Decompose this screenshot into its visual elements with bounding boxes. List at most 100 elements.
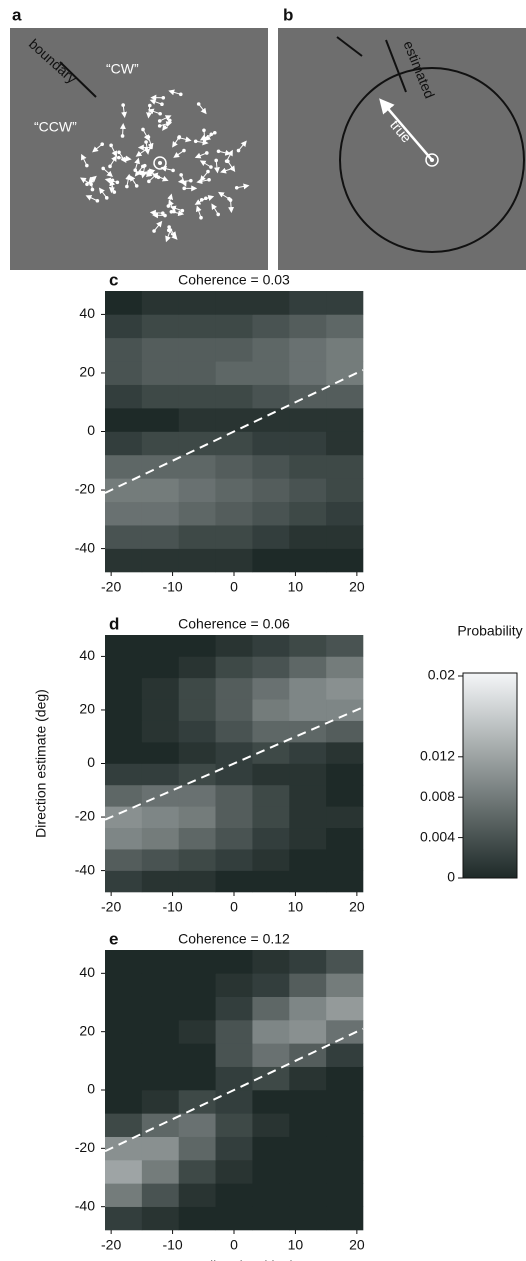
heatmap-cell bbox=[215, 291, 253, 315]
y-tick-label: 0 bbox=[87, 754, 95, 770]
fixation-dot bbox=[430, 158, 434, 162]
heatmap-cell bbox=[105, 548, 143, 573]
heatmap-cell bbox=[141, 408, 180, 432]
heatmap-cell bbox=[289, 291, 327, 315]
heatmap-cell bbox=[289, 1066, 327, 1091]
heatmap-cell bbox=[105, 361, 143, 385]
heatmap-cell bbox=[289, 870, 327, 893]
heatmap-cell bbox=[326, 950, 364, 974]
heatmap-cell bbox=[141, 1090, 180, 1114]
cw-label: “CW” bbox=[106, 61, 139, 77]
heatmap-cell bbox=[215, 384, 253, 409]
motion-arrow bbox=[129, 175, 138, 187]
heatmap-cell bbox=[326, 635, 364, 657]
motion-arrow bbox=[125, 173, 132, 187]
y-tick-label: 20 bbox=[79, 364, 95, 380]
heatmap-cell bbox=[105, 431, 143, 456]
motion-arrow bbox=[218, 149, 232, 156]
heatmap-cell bbox=[252, 291, 290, 315]
heatmap-cell bbox=[252, 454, 290, 479]
heatmap-cell bbox=[105, 1090, 143, 1114]
motion-arrow bbox=[177, 178, 191, 185]
heatmap-cell bbox=[215, 720, 253, 743]
motion-arrow bbox=[169, 205, 183, 212]
heatmap-cell bbox=[289, 337, 327, 362]
heatmap-cell bbox=[141, 849, 180, 871]
heatmap-cell bbox=[252, 1183, 290, 1207]
heatmap-cell bbox=[141, 548, 180, 573]
heatmap-cell bbox=[141, 996, 180, 1021]
colorbar-title: Probability bbox=[457, 623, 522, 639]
heatmap-cell bbox=[178, 635, 216, 657]
heatmap-cell bbox=[215, 635, 253, 657]
motion-arrow bbox=[109, 179, 116, 193]
heatmap-cell bbox=[215, 849, 253, 871]
heatmap-cell bbox=[141, 870, 180, 893]
heatmap-cell bbox=[326, 1136, 364, 1161]
heatmap-cell bbox=[178, 742, 216, 764]
motion-arrow bbox=[159, 115, 172, 122]
heatmap-cell bbox=[215, 314, 253, 339]
heatmap-cell bbox=[289, 1160, 327, 1184]
motion-arrow bbox=[160, 165, 174, 172]
x-tick-label: 0 bbox=[230, 1237, 238, 1253]
heatmap-cell bbox=[252, 1113, 290, 1137]
motion-arrow bbox=[213, 160, 220, 174]
heatmap-cell bbox=[252, 314, 290, 339]
heatmap-cell bbox=[141, 431, 180, 456]
heatmap-cell bbox=[105, 656, 143, 679]
heatmap-cell bbox=[326, 1183, 364, 1207]
heatmap-cell bbox=[105, 1136, 143, 1161]
heatmap-cell bbox=[326, 763, 364, 786]
x-tick-label: -20 bbox=[101, 1237, 121, 1253]
identity-line bbox=[104, 1027, 364, 1153]
x-tick-label: 20 bbox=[349, 899, 365, 915]
boundary-line bbox=[59, 61, 97, 98]
heatmap-cell bbox=[215, 742, 253, 764]
motion-arrow bbox=[204, 132, 216, 141]
heatmap-cell bbox=[178, 291, 216, 315]
x-tick-label: 10 bbox=[288, 899, 304, 915]
heatmap-cell bbox=[141, 478, 180, 503]
heatmap-cell bbox=[215, 1066, 253, 1091]
heatmap-cell bbox=[326, 291, 364, 315]
heatmap-cell bbox=[105, 635, 143, 657]
heatmap-cell bbox=[326, 337, 364, 362]
chart-title: Coherence = 0.12 bbox=[178, 931, 290, 947]
heatmap-cell bbox=[105, 973, 143, 997]
heatmap-cell bbox=[178, 973, 216, 997]
y-tick-label: 0 bbox=[87, 1081, 95, 1097]
heatmap-cell bbox=[178, 763, 216, 786]
heatmap-cell bbox=[252, 677, 290, 700]
heatmap-cell bbox=[215, 337, 253, 362]
motion-arrow bbox=[211, 203, 219, 215]
heatmap-cell bbox=[252, 478, 290, 503]
motion-arrow bbox=[196, 178, 210, 185]
heatmap-cell bbox=[215, 806, 253, 829]
heatmap-cell bbox=[215, 870, 253, 893]
heatmap-cell bbox=[289, 1183, 327, 1207]
heatmap-cell bbox=[252, 384, 290, 409]
dot-field bbox=[80, 89, 250, 243]
heatmap-cell bbox=[326, 656, 364, 679]
motion-arrow bbox=[172, 136, 180, 148]
heatmap-cell bbox=[252, 1160, 290, 1184]
heatmap-cell bbox=[215, 996, 253, 1021]
motion-arrow bbox=[173, 150, 185, 158]
heatmap-cell bbox=[178, 384, 216, 409]
heatmap-cell bbox=[289, 431, 327, 456]
motion-arrow bbox=[121, 105, 128, 118]
motion-arrow bbox=[109, 155, 117, 167]
heatmap-cell bbox=[141, 806, 180, 829]
heatmap-cell bbox=[252, 827, 290, 850]
heatmap-cell bbox=[252, 431, 290, 456]
heatmap-cell bbox=[141, 656, 180, 679]
heatmap-cell bbox=[178, 996, 216, 1021]
heatmap-cell bbox=[178, 314, 216, 339]
motion-arrow bbox=[153, 220, 163, 232]
heatmap-cell bbox=[141, 720, 180, 743]
heatmap-cell bbox=[141, 361, 180, 385]
x-tick-label: 0 bbox=[230, 899, 238, 915]
motion-arrow bbox=[195, 139, 209, 146]
motion-arrow bbox=[142, 168, 156, 175]
